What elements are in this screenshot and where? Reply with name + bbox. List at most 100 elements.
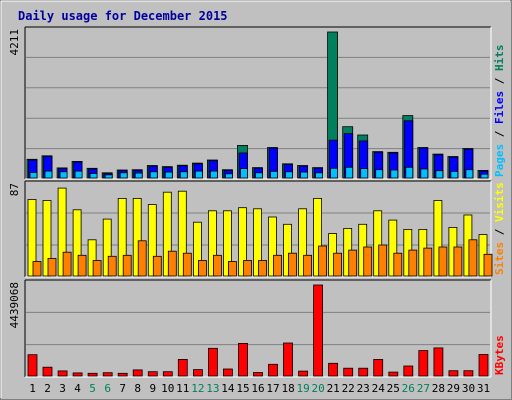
legend-sites: Sites [493,242,506,275]
bar-kbytes-day-16 [253,372,263,377]
legend-bottom: KBytes [493,335,506,375]
bar-kbytes-day-8 [132,369,143,377]
x-tick-label-day-8: 8 [134,382,141,395]
bar-pages-day-1 [29,172,38,179]
bar-pages-day-29 [450,170,459,179]
x-tick-label-day-23: 23 [357,382,370,395]
bar-kbytes-day-12 [192,369,203,377]
bar-sites-day-21 [333,252,343,277]
x-tick-label-day-24: 24 [372,382,386,395]
bar-sites-day-26 [408,249,418,277]
x-tick-label-day-3: 3 [59,382,66,395]
bar-kbytes-day-17 [268,363,278,377]
bar-visits-day-9 [147,204,157,277]
x-tick-label-day-5: 5 [89,382,96,395]
bar-visits-day-3 [57,187,67,277]
bar-sites-day-27 [423,247,433,277]
bar-pages-day-8 [134,172,143,179]
bar-kbytes-day-1 [27,354,38,377]
bar-pages-day-10 [164,171,173,179]
bar-kbytes-day-29 [448,370,459,377]
bar-pages-day-4 [74,170,83,179]
bar-visits-day-24 [373,210,383,277]
bar-visits-day-25 [388,219,398,277]
y-max-label-middle: 87 [8,183,21,196]
bar-kbytes-day-20 [313,284,324,377]
y-max-label-bottom: 4439068 [8,282,21,328]
x-tick-label-day-19: 19 [296,382,309,395]
bar-sites-day-9 [152,255,162,277]
x-tick-label-day-1: 1 [29,382,36,395]
bar-visits-day-13 [207,210,217,277]
bar-kbytes-day-10 [162,371,173,377]
bar-visits-day-1 [27,198,37,277]
bar-pages-day-31 [480,173,489,179]
bar-kbytes-day-9 [147,371,158,377]
bar-kbytes-day-19 [298,370,309,377]
legend-kbytes: KBytes [493,335,506,375]
bar-kbytes-day-26 [403,365,414,377]
bar-visits-day-10 [162,191,172,277]
bar-sites-day-10 [167,250,177,277]
bar-kbytes-day-7 [117,372,128,377]
bar-sites-day-8 [137,240,147,277]
legend-separator: / [493,71,506,91]
bar-pages-day-3 [59,171,68,179]
legend-visits: Visits [493,182,506,222]
bar-sites-day-6 [107,255,117,277]
x-tick-label-day-15: 15 [236,382,249,395]
bar-kbytes-day-30 [463,370,474,377]
x-tick-label-day-10: 10 [161,382,174,395]
bar-sites-day-20 [318,245,328,277]
x-tick-label-day-20: 20 [311,382,324,395]
bar-pages-day-20 [315,172,324,179]
bar-pages-day-23 [360,168,369,179]
bar-visits-day-4 [72,209,82,277]
bar-sites-day-18 [288,252,297,277]
x-tick-label-day-11: 11 [176,382,189,395]
bar-kbytes-day-11 [177,358,188,377]
x-tick-label-day-30: 30 [462,382,475,395]
bar-pages-day-2 [44,170,53,179]
bar-sites-day-22 [348,249,358,277]
bar-visits-day-2 [42,200,52,277]
legend-top: Pages / Files / Hits [493,45,506,178]
plot-area-top [25,27,491,179]
bar-visits-day-11 [177,190,187,277]
x-tick-label-day-25: 25 [387,382,400,395]
legend-pages: Pages [493,144,506,177]
bar-visits-day-5 [87,239,97,277]
bar-sites-day-3 [62,251,72,277]
bar-sites-day-5 [92,260,102,277]
bar-pages-day-16 [255,172,263,179]
x-tick-label-day-21: 21 [327,382,340,395]
bar-visits-day-28 [433,200,443,277]
bar-visits-day-17 [268,216,277,277]
bar-sites-day-13 [212,254,222,277]
bar-sites-day-24 [378,244,388,277]
x-tick-label-day-4: 4 [74,382,81,395]
x-tick-label-day-31: 31 [477,382,490,395]
bar-visits-day-18 [283,223,292,277]
bar-sites-day-23 [363,246,373,277]
bar-kbytes-day-27 [418,350,429,377]
chart-title: Daily usage for December 2015 [18,9,228,23]
bar-kbytes-day-21 [328,362,339,377]
x-tick-label-day-14: 14 [221,382,235,395]
bar-sites-day-16 [258,260,267,277]
bar-visits-day-12 [192,221,202,277]
legend-files: Files [493,91,506,124]
bar-pages-day-22 [345,166,354,179]
bar-visits-day-14 [222,210,232,277]
bar-pages-day-25 [390,169,399,179]
bar-kbytes-day-3 [57,370,68,377]
x-tick-label-day-29: 29 [447,382,460,395]
bar-pages-day-9 [149,171,158,179]
x-tick-label-day-17: 17 [266,382,279,395]
legend-separator: / [493,222,506,242]
bar-pages-day-11 [179,171,188,179]
bar-kbytes-day-15 [238,342,248,377]
bar-sites-day-12 [197,260,207,277]
bar-sites-day-2 [47,257,57,277]
